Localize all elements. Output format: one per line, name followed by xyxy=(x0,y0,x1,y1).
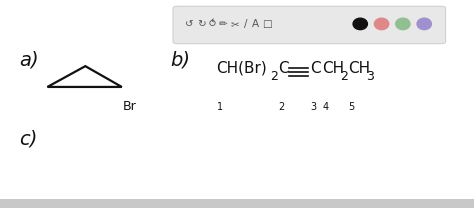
FancyBboxPatch shape xyxy=(0,199,474,208)
Text: 2: 2 xyxy=(278,102,284,112)
Text: b): b) xyxy=(171,51,191,70)
Text: CH: CH xyxy=(322,61,345,76)
Text: /: / xyxy=(244,19,247,29)
Text: □: □ xyxy=(262,19,272,29)
Text: C: C xyxy=(278,61,289,76)
Ellipse shape xyxy=(417,18,431,30)
Text: C: C xyxy=(310,61,321,76)
Text: ✏: ✏ xyxy=(219,19,227,29)
Text: CH: CH xyxy=(348,61,371,76)
Text: Br: Br xyxy=(123,100,137,113)
Text: ⥀: ⥀ xyxy=(209,19,216,29)
FancyBboxPatch shape xyxy=(173,6,446,44)
Text: 2: 2 xyxy=(270,70,278,83)
Text: A: A xyxy=(252,19,260,29)
Text: 2: 2 xyxy=(340,70,348,83)
Text: ↻: ↻ xyxy=(197,19,206,29)
Text: 3: 3 xyxy=(310,102,317,112)
Ellipse shape xyxy=(374,18,389,30)
Text: CH(Br): CH(Br) xyxy=(216,61,266,76)
Ellipse shape xyxy=(353,18,367,30)
Text: ↺: ↺ xyxy=(185,19,194,29)
Text: a): a) xyxy=(19,51,38,70)
Text: 5: 5 xyxy=(348,102,355,112)
Ellipse shape xyxy=(396,18,410,30)
Text: 3: 3 xyxy=(366,70,374,83)
Text: c): c) xyxy=(19,130,37,149)
Text: 1: 1 xyxy=(217,102,223,112)
Text: 4: 4 xyxy=(322,102,328,112)
Text: ✂: ✂ xyxy=(230,19,239,29)
